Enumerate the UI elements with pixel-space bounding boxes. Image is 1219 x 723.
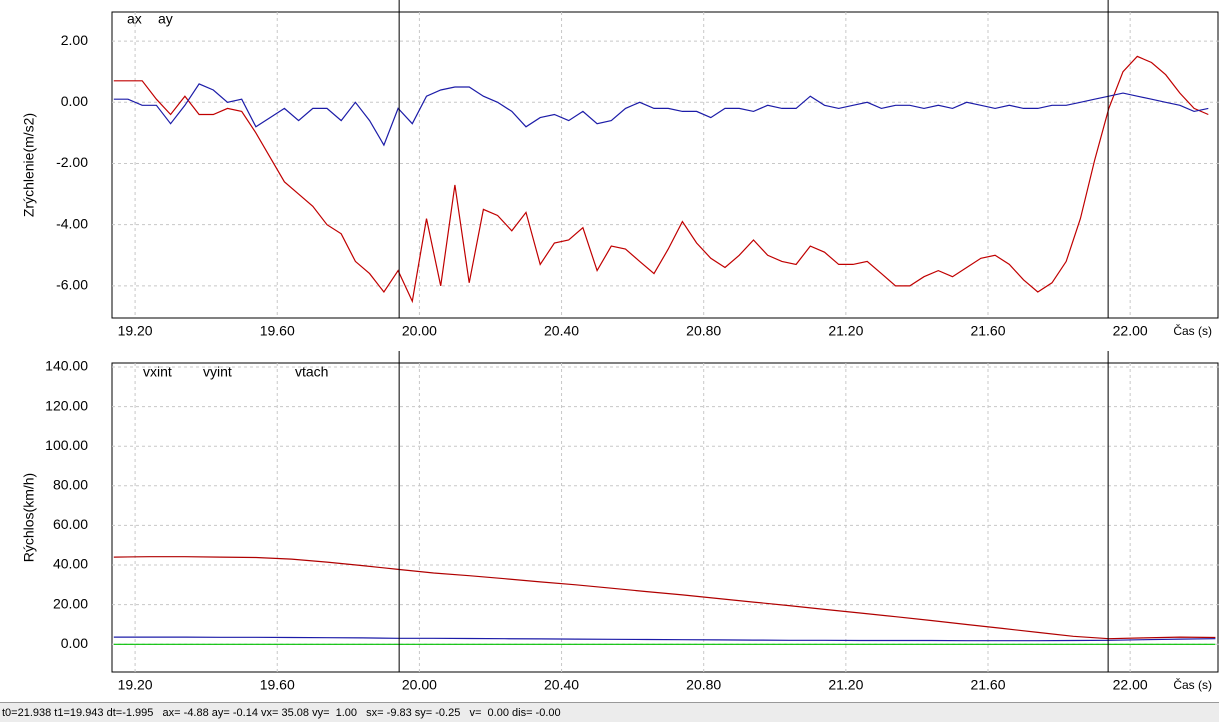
x-tick-label: 20.80 <box>686 323 721 339</box>
y-tick-label: 80.00 <box>53 477 88 493</box>
y-tick-label: 0.00 <box>61 93 88 109</box>
charts: 2.00 0.00 -2.00 -4.00 -6.00 19.20 19.60 20.00 20… <box>21 0 1219 693</box>
legend-entry: vxint <box>143 364 172 380</box>
series-line <box>113 556 1216 640</box>
y-tick-label: 20.00 <box>53 595 88 611</box>
y-tick-label: -6.00 <box>56 277 88 293</box>
series-line <box>113 83 1209 147</box>
y-tick-label: 2.00 <box>61 32 88 48</box>
x-tick-label: 19.60 <box>260 323 295 339</box>
y-tick-label: 60.00 <box>53 516 88 532</box>
x-tick-label: 21.60 <box>970 677 1005 693</box>
x-tick-label: 20.40 <box>544 323 579 339</box>
x-tick-label: 20.00 <box>402 323 437 339</box>
status-bar: t0=21.938 t1=19.943 dt=-1.995 ax= -4.88 … <box>0 702 1219 722</box>
y-tick-label: 0.00 <box>61 635 88 651</box>
x-axis-label: Čas (s) <box>1173 323 1212 338</box>
x-axis-label: Čas (s) <box>1173 677 1212 692</box>
y-axis-label: Rýchlos(km/h) <box>21 473 37 562</box>
y-tick-label: 100.00 <box>45 437 88 453</box>
y-tick-label: -2.00 <box>56 154 88 170</box>
series-line <box>113 636 1216 642</box>
x-tick-label: 19.60 <box>260 677 295 693</box>
y-tick-label: 140.00 <box>45 358 88 374</box>
x-tick-label: 22.00 <box>1113 677 1148 693</box>
x-tick-label: 20.40 <box>544 677 579 693</box>
x-tick-label: 21.20 <box>828 323 863 339</box>
legend-entry: vyint <box>203 364 232 380</box>
plot-area <box>111 362 1219 673</box>
x-tick-label: 22.00 <box>1113 323 1148 339</box>
legend-entry: ay <box>158 11 173 27</box>
x-tick-label: 20.00 <box>402 677 437 693</box>
x-tick-label: 21.20 <box>828 677 863 693</box>
x-tick-label: 19.20 <box>118 677 153 693</box>
plot-area <box>111 11 1219 319</box>
x-tick-label: 21.60 <box>970 323 1005 339</box>
legend-entry: ax <box>127 11 142 27</box>
y-tick-label: 120.00 <box>45 397 88 413</box>
x-tick-label: 20.80 <box>686 677 721 693</box>
legend-entry: vtach <box>295 364 328 380</box>
series-line <box>113 55 1209 304</box>
y-tick-label: 40.00 <box>53 556 88 572</box>
x-tick-label: 19.20 <box>118 323 153 339</box>
y-axis-label: Zrýchlenie(m/s2) <box>21 113 37 217</box>
y-tick-label: -4.00 <box>56 215 88 231</box>
